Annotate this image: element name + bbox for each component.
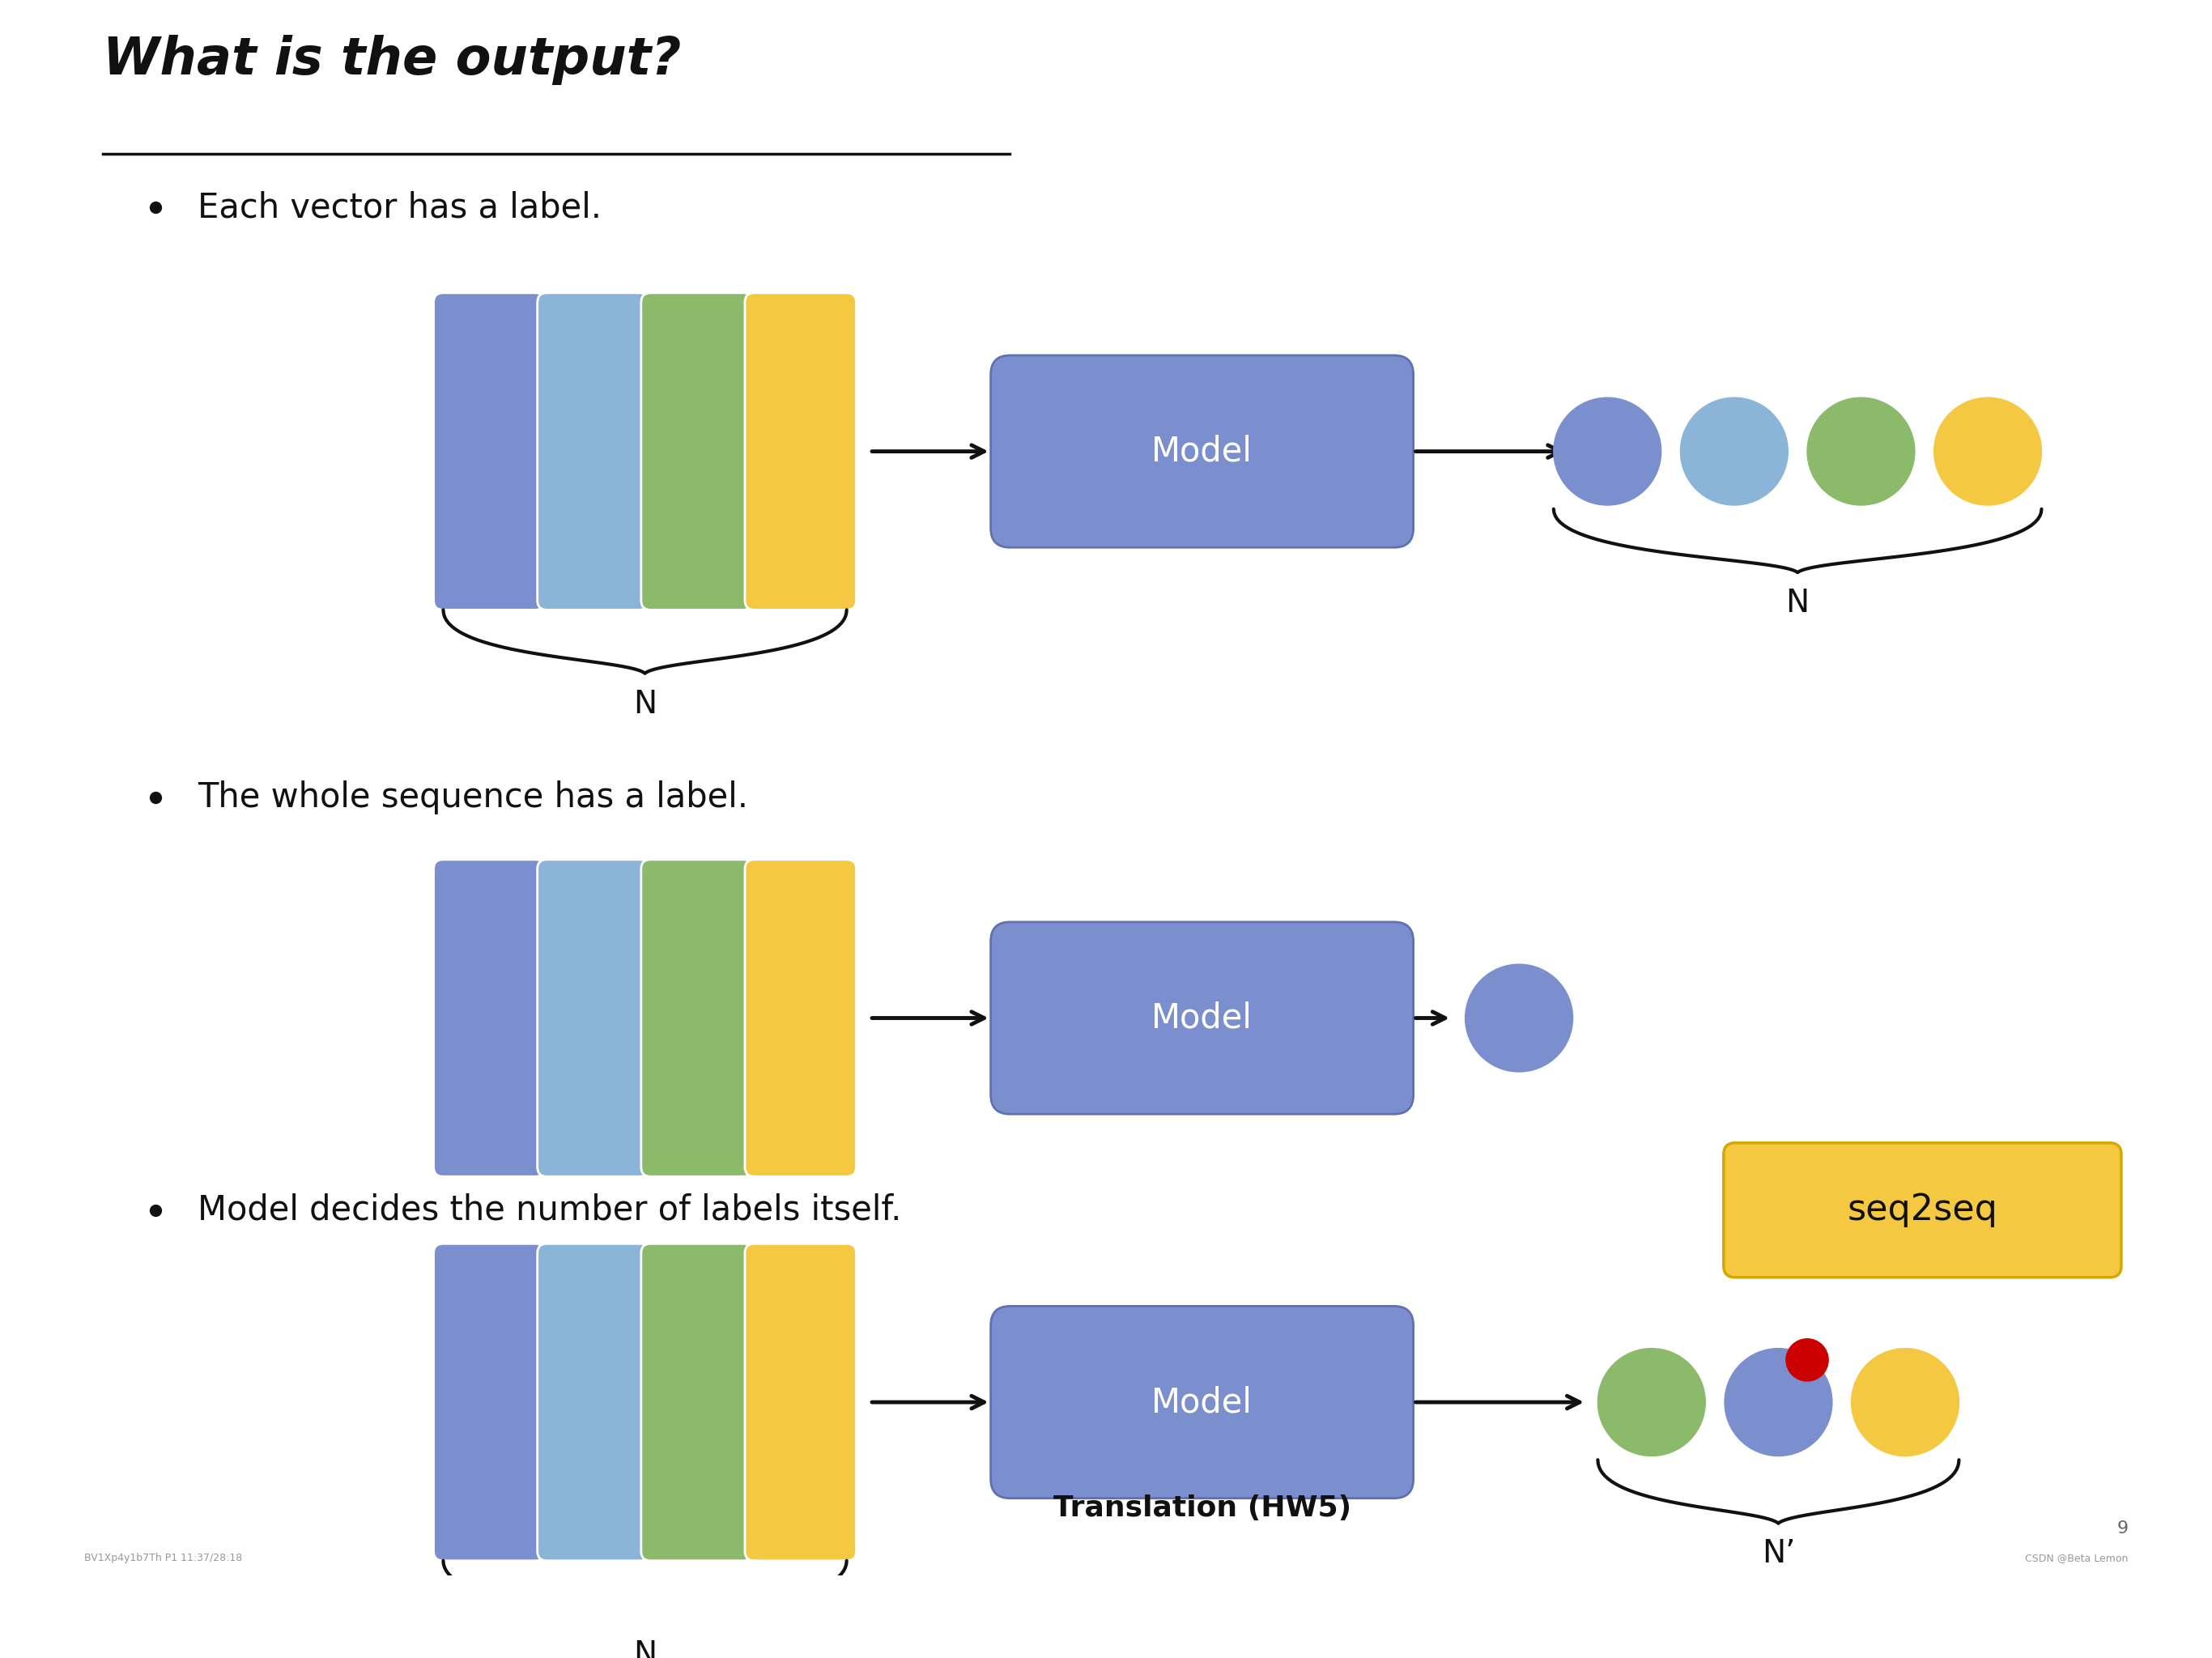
FancyBboxPatch shape xyxy=(991,355,1413,547)
Text: Each vector has a label.: Each vector has a label. xyxy=(197,191,602,224)
FancyBboxPatch shape xyxy=(641,1244,752,1560)
Circle shape xyxy=(1785,1338,1829,1381)
Text: Model: Model xyxy=(1152,1384,1252,1419)
FancyBboxPatch shape xyxy=(1723,1142,2121,1277)
Text: seq2seq: seq2seq xyxy=(1847,1192,1997,1227)
Circle shape xyxy=(1681,398,1787,506)
Text: N: N xyxy=(1785,589,1809,618)
Text: 9: 9 xyxy=(2117,1520,2128,1537)
Text: N’: N’ xyxy=(1761,1539,1796,1570)
Text: BV1Xp4y1b7Th P1 11:37/28:18: BV1Xp4y1b7Th P1 11:37/28:18 xyxy=(84,1554,241,1563)
FancyBboxPatch shape xyxy=(641,859,752,1177)
Text: Model: Model xyxy=(1152,1001,1252,1035)
FancyBboxPatch shape xyxy=(745,1244,856,1560)
Text: Model decides the number of labels itself.: Model decides the number of labels itsel… xyxy=(197,1194,900,1227)
FancyBboxPatch shape xyxy=(538,1244,648,1560)
FancyBboxPatch shape xyxy=(991,922,1413,1114)
FancyBboxPatch shape xyxy=(434,859,544,1177)
Text: The whole sequence has a label.: The whole sequence has a label. xyxy=(197,781,748,814)
Text: What is the output?: What is the output? xyxy=(104,35,681,85)
Text: Translation (HW5): Translation (HW5) xyxy=(1053,1494,1352,1522)
Circle shape xyxy=(1851,1348,1960,1456)
FancyBboxPatch shape xyxy=(745,859,856,1177)
Circle shape xyxy=(1933,398,2042,506)
FancyBboxPatch shape xyxy=(745,293,856,610)
Text: CSDN @Beta Lemon: CSDN @Beta Lemon xyxy=(2024,1554,2128,1563)
Circle shape xyxy=(1553,398,1661,506)
FancyBboxPatch shape xyxy=(434,293,544,610)
Circle shape xyxy=(1597,1348,1705,1456)
Circle shape xyxy=(1807,398,1916,506)
FancyBboxPatch shape xyxy=(538,859,648,1177)
Text: N: N xyxy=(633,688,657,720)
Text: Model: Model xyxy=(1152,434,1252,469)
FancyBboxPatch shape xyxy=(538,293,648,610)
FancyBboxPatch shape xyxy=(641,293,752,610)
FancyBboxPatch shape xyxy=(991,1307,1413,1499)
Text: N: N xyxy=(633,1640,657,1658)
Circle shape xyxy=(1464,965,1573,1071)
FancyBboxPatch shape xyxy=(434,1244,544,1560)
Circle shape xyxy=(1725,1348,1832,1456)
